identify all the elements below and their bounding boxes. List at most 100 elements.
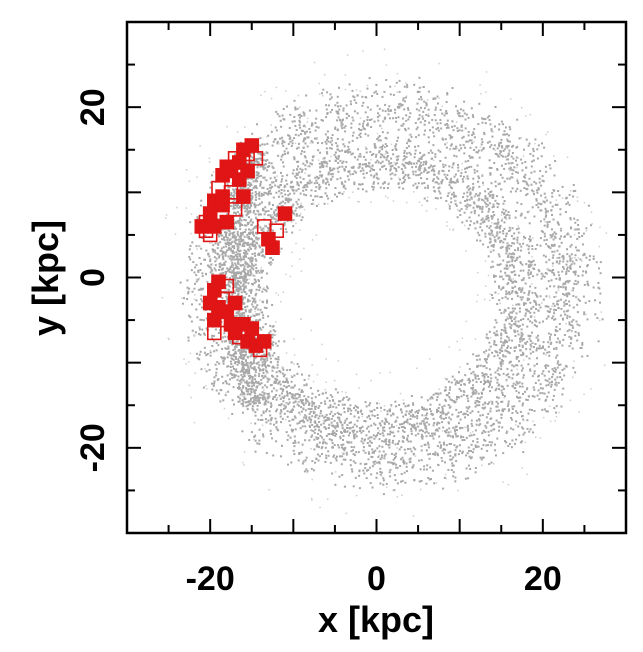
particle-dot	[373, 415, 376, 418]
particle-dot	[186, 286, 189, 289]
particle-dot	[279, 415, 282, 418]
particle-dot	[439, 122, 442, 125]
particle-dot	[508, 408, 511, 411]
particle-dot	[254, 356, 257, 359]
particle-dot	[398, 448, 401, 451]
particle-dot	[211, 334, 214, 337]
particle-dot	[569, 342, 572, 345]
particle-dot	[276, 363, 279, 366]
particle-dot	[485, 203, 488, 205]
particle-dot	[409, 418, 412, 420]
particle-dot	[342, 439, 344, 441]
particle-dot	[272, 396, 275, 399]
particle-dot	[420, 164, 422, 167]
particle-dot	[393, 167, 396, 170]
particle-dot	[334, 155, 337, 158]
particle-dot	[508, 140, 511, 143]
particle-dot	[464, 127, 467, 130]
particle-dot	[563, 301, 566, 304]
particle-dot	[279, 383, 282, 386]
particle-dot	[282, 368, 285, 371]
particle-dot	[548, 351, 551, 354]
particle-dot	[543, 374, 546, 377]
particle-dot	[566, 330, 569, 333]
particle-dot	[455, 155, 458, 158]
particle-dot	[393, 457, 396, 460]
particle-dot	[417, 174, 420, 177]
particle-dot	[529, 352, 532, 355]
particle-dot	[193, 287, 196, 290]
particle-dot	[531, 375, 534, 378]
particle-dot	[341, 182, 343, 185]
particle-dot	[206, 353, 209, 355]
particle-dot	[470, 139, 473, 142]
particle-dot	[306, 419, 309, 422]
particle-dot	[556, 362, 559, 365]
particle-dot	[373, 174, 376, 177]
particle-dot	[509, 190, 512, 193]
particle-dot	[252, 409, 255, 412]
particle-dot	[509, 278, 511, 281]
particle-dot	[555, 405, 558, 408]
particle-dot	[402, 429, 404, 432]
particle-dot	[407, 163, 410, 165]
particle-dot	[594, 313, 597, 316]
particle-dot	[410, 395, 413, 397]
particle-dot	[309, 411, 312, 413]
particle-dot	[494, 199, 497, 202]
particle-dot	[318, 162, 321, 165]
particle-dot	[489, 390, 491, 393]
particle-dot	[590, 224, 592, 227]
particle-dot	[331, 172, 334, 175]
particle-dot	[566, 295, 569, 298]
particle-dot	[314, 129, 317, 132]
particle-dot	[409, 460, 412, 463]
particle-dot	[498, 263, 500, 266]
particle-dot	[418, 166, 421, 169]
particle-dot	[469, 411, 472, 414]
particle-dot	[383, 457, 386, 460]
particle-dot	[491, 206, 494, 209]
particle-dot	[244, 291, 247, 293]
particle-dot	[376, 159, 379, 162]
particle-dot	[402, 170, 405, 173]
particle-dot	[229, 366, 232, 368]
particle-dot	[392, 117, 395, 120]
particle-dot	[537, 206, 540, 209]
particle-dot	[522, 338, 525, 341]
particle-dot	[300, 406, 303, 409]
particle-dot	[187, 336, 190, 339]
particle-dot	[365, 147, 368, 150]
particle-dot	[584, 301, 587, 304]
particle-dot	[519, 189, 522, 192]
particle-dot	[556, 203, 559, 206]
particle-dot	[280, 247, 283, 250]
particle-dot	[404, 414, 407, 416]
particle-dot	[462, 109, 465, 112]
particle-dot	[547, 332, 550, 335]
particle-dot	[301, 462, 304, 465]
particle-dot	[386, 151, 389, 154]
particle-dot	[454, 480, 457, 483]
particle-dot	[562, 318, 564, 321]
particle-dot	[512, 265, 515, 268]
particle-dot	[324, 133, 327, 136]
particle-dot	[381, 148, 384, 151]
particle-dot	[303, 138, 305, 141]
particle-dot	[592, 255, 595, 258]
particle-dot	[208, 368, 211, 371]
particle-dot	[252, 384, 255, 387]
particle-dot	[487, 246, 490, 249]
particle-dot	[508, 149, 511, 152]
particle-dot	[365, 190, 368, 193]
particle-dot	[400, 473, 403, 475]
particle-dot	[244, 310, 247, 313]
particle-dot	[306, 400, 309, 403]
particle-dot	[532, 154, 535, 157]
particle-dot	[528, 357, 531, 360]
particle-dot	[557, 285, 560, 288]
particle-dot	[217, 332, 220, 334]
particle-dot	[319, 412, 322, 415]
particle-dot	[546, 224, 549, 227]
particle-dot	[353, 170, 356, 173]
